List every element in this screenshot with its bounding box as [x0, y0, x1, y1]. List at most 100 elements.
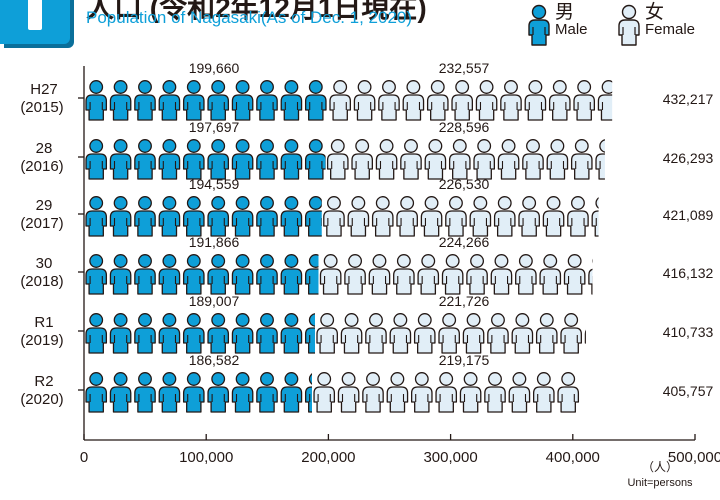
male-value-label: 194,559	[189, 176, 240, 192]
male-person-icon	[207, 313, 230, 354]
female-person-icon	[448, 139, 471, 180]
female-person-icon	[591, 197, 599, 237]
female-person-icon	[475, 80, 498, 121]
x-tick-label: 500,000	[668, 449, 720, 466]
male-person-icon	[256, 196, 278, 237]
male-person-icon	[134, 372, 156, 413]
bar-female-row-5	[313, 372, 580, 413]
female-person-icon	[426, 80, 449, 121]
female-person-icon	[340, 313, 363, 354]
y-category-year-label: (2020)	[20, 391, 63, 408]
bar-male-row-3	[85, 254, 319, 295]
female-person-icon	[378, 80, 400, 121]
female-person-icon	[323, 196, 345, 237]
y-category-year-label: (2015)	[20, 99, 63, 116]
male-person-icon	[207, 372, 230, 413]
bar-female-row-0	[329, 80, 643, 121]
male-person-icon	[158, 372, 181, 413]
male-person-icon	[158, 139, 181, 180]
female-person-icon	[493, 196, 516, 237]
female-person-icon	[316, 313, 338, 354]
male-person-icon	[280, 313, 303, 354]
female-person-icon	[451, 80, 473, 121]
male-person-icon	[231, 313, 254, 354]
female-person-icon	[515, 254, 537, 295]
female-person-icon	[557, 372, 580, 413]
female-person-icon	[573, 80, 595, 121]
male-value-label: 197,697	[189, 119, 240, 135]
bar-female-row-4	[316, 313, 586, 354]
female-person-icon	[462, 313, 485, 354]
female-person-icon	[613, 255, 633, 294]
male-person-icon	[231, 139, 254, 180]
female-person-icon	[511, 313, 534, 354]
male-person-icon	[85, 196, 108, 237]
unit-label: （人） Unit=persons	[610, 458, 710, 489]
female-person-icon	[410, 372, 433, 413]
male-person-icon	[134, 139, 156, 180]
female-person-icon	[469, 196, 492, 237]
female-person-icon	[417, 254, 440, 295]
male-value-label: 189,007	[189, 293, 240, 309]
female-value-label: 226,530	[439, 176, 490, 192]
female-person-icon	[459, 372, 482, 413]
female-person-icon	[368, 254, 391, 295]
female-person-icon	[441, 254, 464, 295]
bar-female-row-1	[326, 139, 605, 180]
bar-female-row-3	[319, 254, 633, 295]
male-person-icon	[158, 80, 181, 121]
male-person-icon	[207, 196, 230, 237]
female-value-label: 228,596	[439, 119, 490, 135]
female-person-icon	[542, 196, 565, 237]
female-person-icon	[362, 372, 384, 413]
female-person-icon	[563, 254, 586, 295]
female-person-icon	[413, 313, 436, 354]
male-person-icon	[304, 139, 326, 180]
female-person-icon	[473, 139, 495, 180]
male-person-icon	[207, 80, 230, 121]
female-person-icon	[623, 81, 643, 120]
female-person-icon	[424, 139, 447, 180]
bar-male-row-1	[85, 139, 326, 180]
total-value-label: 410,733	[663, 324, 714, 340]
y-category-year-label: (2019)	[20, 332, 63, 349]
male-person-icon	[182, 80, 205, 121]
female-person-icon	[344, 254, 366, 295]
male-person-icon	[256, 80, 278, 121]
male-person-icon	[134, 80, 156, 121]
female-person-icon	[539, 254, 562, 295]
male-person-icon	[109, 372, 132, 413]
y-category-label: 28	[36, 140, 53, 157]
male-value-label: 191,866	[189, 234, 240, 250]
female-person-icon	[532, 372, 555, 413]
female-person-icon	[371, 196, 394, 237]
x-tick-label: 0	[80, 449, 88, 466]
male-person-icon	[256, 313, 278, 354]
male-person-icon	[231, 80, 254, 121]
badge-glyph	[28, 0, 42, 30]
male-person-icon	[182, 372, 205, 413]
male-person-icon	[280, 139, 303, 180]
female-person-icon	[570, 139, 593, 180]
y-category-label: R2	[34, 373, 53, 390]
male-person-icon	[280, 196, 303, 237]
male-person-icon	[207, 139, 230, 180]
male-person-icon	[231, 254, 254, 295]
legend-item-male: 男 Male	[527, 3, 588, 46]
female-person-icon	[535, 313, 558, 354]
female-person-icon	[548, 80, 571, 121]
male-person-icon	[304, 196, 322, 237]
x-tick-label: 200,000	[301, 449, 355, 466]
female-person-icon	[508, 372, 531, 413]
female-person-icon	[393, 254, 415, 295]
female-person-icon	[435, 372, 458, 413]
unit-label-en: Unit=persons	[627, 477, 693, 489]
female-person-icon	[353, 80, 376, 121]
male-person-icon	[134, 254, 156, 295]
male-person-icon	[231, 196, 254, 237]
bar-male-row-4	[85, 313, 315, 354]
legend-female-ja: 女	[645, 2, 665, 23]
y-category-year-label: (2016)	[20, 158, 63, 175]
female-person-icon	[313, 372, 336, 413]
male-person-icon	[304, 80, 327, 121]
